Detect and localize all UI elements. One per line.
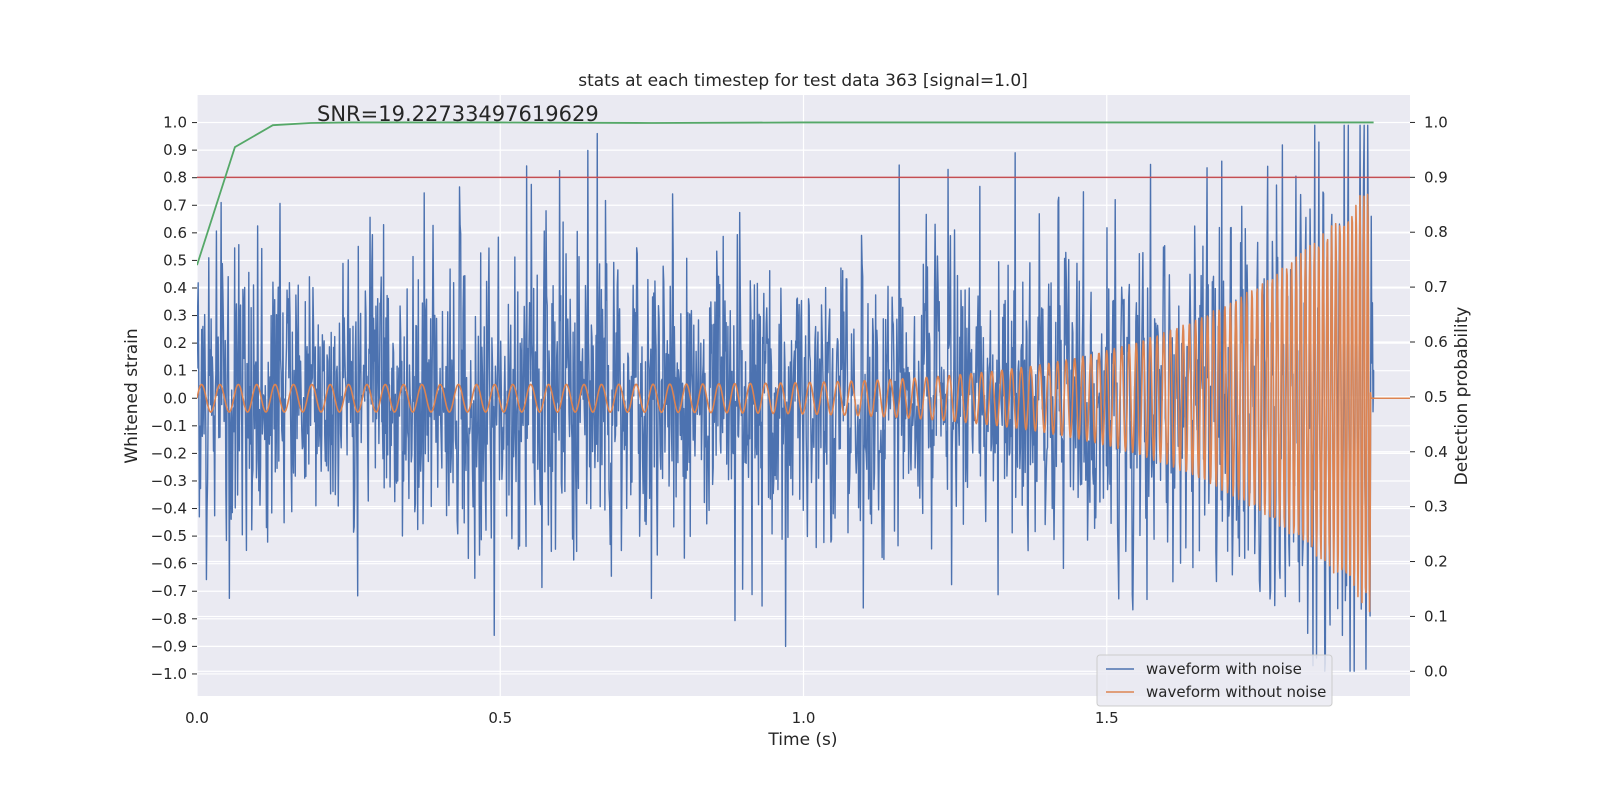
right-y-axis-label: Detection probability [1452,307,1472,486]
right-y-tick-label: 0.1 [1424,607,1448,625]
x-axis-ticks: 0.0 0.5 1.0 1.5 [185,709,1119,727]
series-layer [197,121,1410,672]
x-tick-label: 1.0 [792,709,816,727]
right-y-tick-label: 0.7 [1424,278,1448,296]
y-tick-label: −0.5 [151,527,187,545]
y-tick-label: 0.1 [163,362,187,380]
chart-title: stats at each timestep for test data 363… [578,71,1028,91]
right-y-tick-label: 0.9 [1424,168,1448,186]
y-tick-label: 0.9 [163,141,187,159]
series-detection-probability [197,121,1374,266]
y-tick-label: −0.7 [151,582,187,600]
y-tick-label: −1.0 [151,665,187,683]
series-waveform-without-noise [197,193,1410,613]
y-tick-label: 0.0 [163,389,187,407]
y-tick-label: 0.4 [163,279,187,297]
y-tick-label: 0.6 [163,224,187,242]
right-y-tick-label: 1.0 [1424,113,1448,131]
y-axis-label: Whitened strain [122,328,142,463]
right-y-tick-label: 0.6 [1424,333,1448,351]
y-tick-label: 1.0 [163,114,187,132]
legend-box [1096,654,1333,707]
x-tick-label: 1.5 [1095,709,1119,727]
y-tick-label: 0.8 [163,169,187,187]
legend-label-clean: waveform without noise [1146,683,1326,701]
y-tick-label: −0.6 [151,555,187,573]
y-tick-label: 0.7 [163,196,187,214]
y-tick-label: 0.2 [163,334,187,352]
legend-label-noise: waveform with noise [1146,660,1302,678]
y-tick-label: 0.3 [163,307,187,325]
right-y-tick-label: 0.2 [1424,553,1448,571]
y-tick-label: 0.5 [163,251,187,269]
x-axis-label: Time (s) [767,730,837,750]
y-tick-label: −0.9 [151,637,187,655]
y-tick-label: −0.2 [151,444,187,462]
legend: waveform with noise waveform without noi… [1096,654,1333,707]
x-tick-label: 0.0 [185,709,209,727]
y-tick-label: −0.8 [151,610,187,628]
right-y-tick-label: 0.0 [1424,662,1448,680]
y-tick-label: −0.1 [151,417,187,435]
snr-annotation: SNR=19.22733497619629 [317,102,599,126]
series-waveform-with-noise [197,124,1375,672]
left-axis-ticks: 1.0 0.9 0.8 0.7 0.6 0.5 0.4 0.3 0.2 0.1 0.0 −0.1 −0.… [151,114,197,683]
right-y-tick-label: 0.4 [1424,443,1448,461]
y-tick-label: −0.3 [151,472,187,490]
right-axis-ticks: 1.0 0.9 0.8 0.7 0.6 0.5 0.4 0.3 0.2 0.1 0.0 [1410,113,1448,680]
right-y-tick-label: 0.8 [1424,223,1448,241]
x-tick-label: 0.5 [488,709,512,727]
right-y-tick-label: 0.3 [1424,498,1448,516]
right-y-tick-label: 0.5 [1424,388,1448,406]
y-tick-label: −0.4 [151,500,187,518]
